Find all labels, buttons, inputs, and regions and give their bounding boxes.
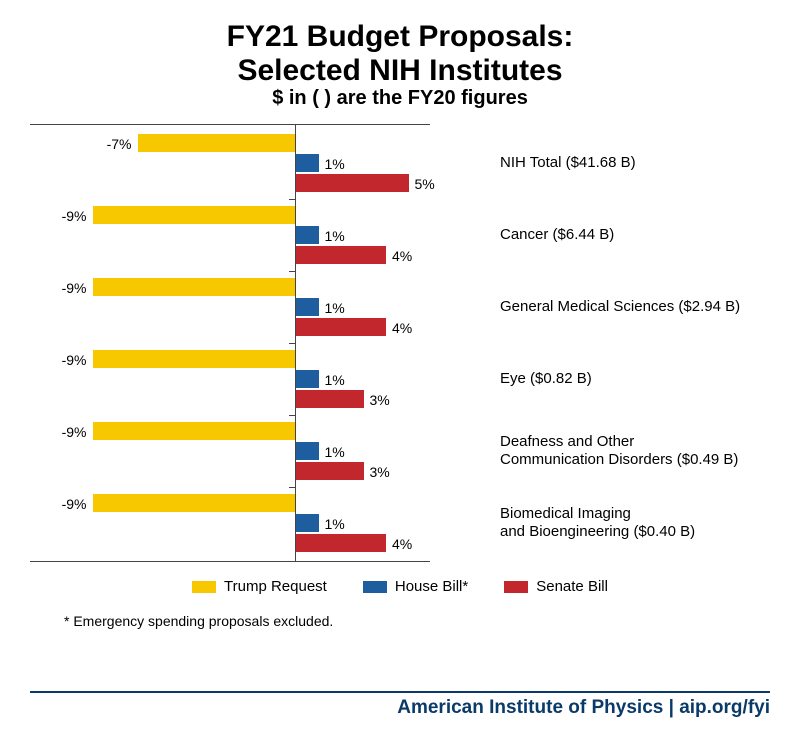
bar-value-label: -9%	[62, 208, 87, 224]
category-label: Biomedical Imagingand Bioengineering ($0…	[500, 505, 695, 541]
axis-tick	[289, 561, 295, 562]
bar-value-label: 5%	[415, 176, 435, 192]
bar-value-label: 4%	[392, 320, 412, 336]
footnote: * Emergency spending proposals excluded.	[64, 613, 770, 629]
category-label: General Medical Sciences ($2.94 B)	[500, 298, 740, 316]
bar-value-label: 1%	[325, 372, 345, 388]
bar-trump	[138, 134, 296, 152]
title-block: FY21 Budget Proposals: Selected NIH Inst…	[30, 20, 770, 110]
bar-value-label: 3%	[370, 464, 390, 480]
legend-swatch	[192, 581, 216, 593]
bar-senate	[296, 534, 386, 552]
bar-value-label: 4%	[392, 248, 412, 264]
bar-house	[296, 154, 319, 172]
bar-value-label: 1%	[325, 156, 345, 172]
chart-title-line1: FY21 Budget Proposals:	[30, 20, 770, 54]
bar-trump	[93, 494, 296, 512]
legend-item-senate: Senate Bill	[504, 578, 608, 595]
bar-trump	[93, 206, 296, 224]
bar-senate	[296, 390, 364, 408]
axis-bottom	[30, 561, 430, 562]
legend-label: Trump Request	[224, 578, 327, 595]
axis-tick	[289, 415, 295, 416]
chart-title-line2: Selected NIH Institutes	[30, 54, 770, 88]
bar-senate	[296, 174, 409, 192]
chart-subtitle: $ in ( ) are the FY20 figures	[30, 87, 770, 110]
bar-trump	[93, 422, 296, 440]
bar-senate	[296, 462, 364, 480]
bar-value-label: -7%	[107, 136, 132, 152]
axis-tick	[289, 124, 295, 125]
category-label: NIH Total ($41.68 B)	[500, 154, 636, 172]
bar-trump	[93, 350, 296, 368]
bar-senate	[296, 246, 386, 264]
category-label: Eye ($0.82 B)	[500, 370, 592, 388]
axis-tick	[289, 487, 295, 488]
bar-senate	[296, 318, 386, 336]
chart-plot: -7% 1% 5% NIH Total ($41.68 B) -9% 1% 4% Cancer…	[30, 124, 770, 562]
bar-value-label: 4%	[392, 536, 412, 552]
bar-value-label: 3%	[370, 392, 390, 408]
footer-rule	[30, 691, 770, 693]
legend-swatch	[363, 581, 387, 593]
legend-label: Senate Bill	[536, 578, 608, 595]
bar-value-label: 1%	[325, 444, 345, 460]
bar-value-label: 1%	[325, 228, 345, 244]
axis-tick	[289, 199, 295, 200]
axis-tick	[289, 271, 295, 272]
bar-trump	[93, 278, 296, 296]
bar-house	[296, 442, 319, 460]
bar-house	[296, 370, 319, 388]
bar-value-label: -9%	[62, 352, 87, 368]
legend-label: House Bill*	[395, 578, 468, 595]
bar-house	[296, 298, 319, 316]
bar-value-label: 1%	[325, 516, 345, 532]
legend-swatch	[504, 581, 528, 593]
category-label: Cancer ($6.44 B)	[500, 226, 614, 244]
bar-house	[296, 226, 319, 244]
chart-area: -7% 1% 5% NIH Total ($41.68 B) -9% 1% 4% Cancer…	[30, 124, 770, 562]
bar-value-label: -9%	[62, 424, 87, 440]
page: FY21 Budget Proposals: Selected NIH Inst…	[0, 0, 800, 737]
legend-item-house: House Bill*	[363, 578, 468, 595]
bar-house	[296, 514, 319, 532]
footer-attribution: American Institute of Physics | aip.org/…	[397, 697, 770, 719]
bar-value-label: -9%	[62, 496, 87, 512]
bar-value-label: 1%	[325, 300, 345, 316]
axis-tick	[289, 343, 295, 344]
axis-top	[30, 124, 430, 125]
category-label: Deafness and OtherCommunication Disorder…	[500, 433, 738, 469]
legend-item-trump: Trump Request	[192, 578, 327, 595]
bar-value-label: -9%	[62, 280, 87, 296]
legend: Trump Request House Bill* Senate Bill	[30, 578, 770, 595]
